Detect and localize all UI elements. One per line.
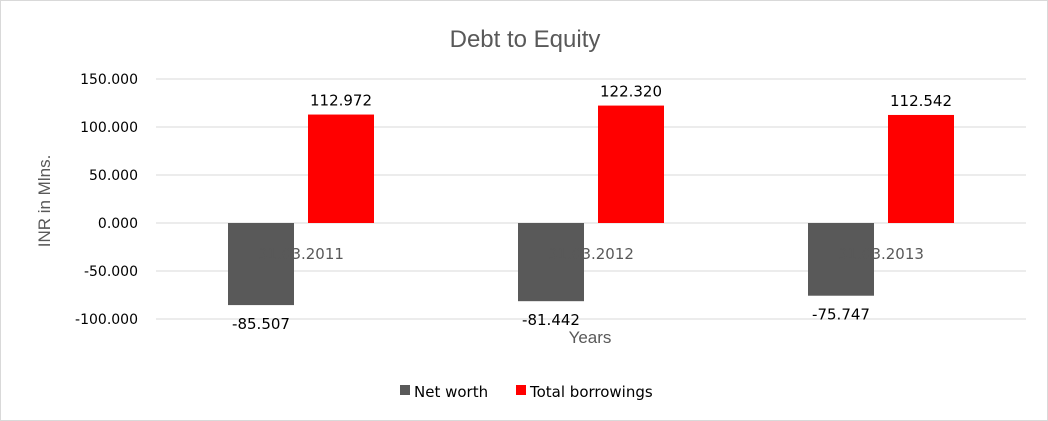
category-labels: 31.03.2011 31.03.2012 31.03.2013 <box>258 245 924 263</box>
data-labels: -85.507 112.972 -81.442 122.320 -75.747 112.5… <box>232 83 952 334</box>
y-tick-label: -50.000 <box>84 264 138 280</box>
bars <box>228 105 954 306</box>
data-label: 112.542 <box>890 92 952 110</box>
bar-net-worth <box>518 223 584 302</box>
y-tick-label: -100.000 <box>75 312 138 328</box>
legend-swatch-net-worth <box>400 385 410 395</box>
data-label: -81.442 <box>522 311 580 329</box>
data-label: -85.507 <box>232 315 290 333</box>
y-axis-ticks: -100.000 -50.000 0.000 50.000 100.000 150.000 <box>75 72 138 328</box>
y-tick-label: 50.000 <box>89 168 138 184</box>
y-tick-label: 150.000 <box>80 72 138 88</box>
legend-label: Net worth <box>414 383 488 401</box>
bar-net-worth <box>808 223 874 296</box>
x-axis-title: Years <box>569 328 612 347</box>
chart-title: Debt to Equity <box>450 26 601 53</box>
bar-total-borrowings <box>598 105 664 223</box>
bar-net-worth <box>228 223 294 306</box>
x-category-label: 31.03.2013 <box>838 245 924 263</box>
data-label: 112.972 <box>310 92 372 110</box>
bar-total-borrowings <box>308 114 374 223</box>
y-tick-label: 100.000 <box>80 120 138 136</box>
legend[interactable]: Net worth Total borrowings <box>400 383 653 401</box>
legend-swatch-total-borrowings <box>516 385 526 395</box>
gridlines <box>156 78 1026 320</box>
data-label: -75.747 <box>812 306 870 324</box>
bar-total-borrowings <box>888 114 954 223</box>
y-axis-title: INR in Mlns. <box>35 155 54 248</box>
x-category-label: 31.03.2011 <box>258 245 344 263</box>
y-tick-label: 0.000 <box>98 216 138 232</box>
legend-label: Total borrowings <box>529 383 653 401</box>
x-category-label: 31.03.2012 <box>548 245 634 263</box>
data-label: 122.320 <box>600 83 662 101</box>
